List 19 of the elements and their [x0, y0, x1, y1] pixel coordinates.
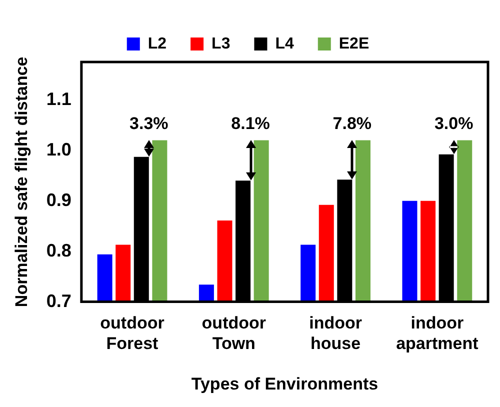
- y-tick-label: 0.8: [46, 240, 72, 260]
- y-tick-label: 0.7: [46, 290, 72, 311]
- x-tick-label: indoor apartment: [396, 314, 479, 354]
- y-tick-label: 1.0: [46, 139, 72, 160]
- legend-label: L2: [148, 35, 167, 52]
- annotation: 3.3%: [130, 114, 168, 134]
- y-tick-label: 1.1: [46, 88, 72, 109]
- x-tick-label: indoor house: [309, 314, 362, 354]
- annotation: 3.0%: [434, 114, 474, 134]
- annotation: 7.8%: [332, 114, 372, 134]
- legend-label: E2E: [338, 35, 370, 52]
- y-tick-label: 0.9: [46, 190, 72, 210]
- legend-label: L3: [212, 35, 230, 52]
- x-tick-label: outdoor Forest: [100, 314, 165, 354]
- x-axis-title: Types of Environments: [191, 374, 378, 394]
- x-tick-label: outdoor Town: [202, 314, 266, 354]
- y-axis-title: Normalized safe flight distance: [12, 56, 31, 308]
- legend-label: L4: [275, 35, 294, 52]
- annotation: 8.1%: [231, 114, 270, 134]
